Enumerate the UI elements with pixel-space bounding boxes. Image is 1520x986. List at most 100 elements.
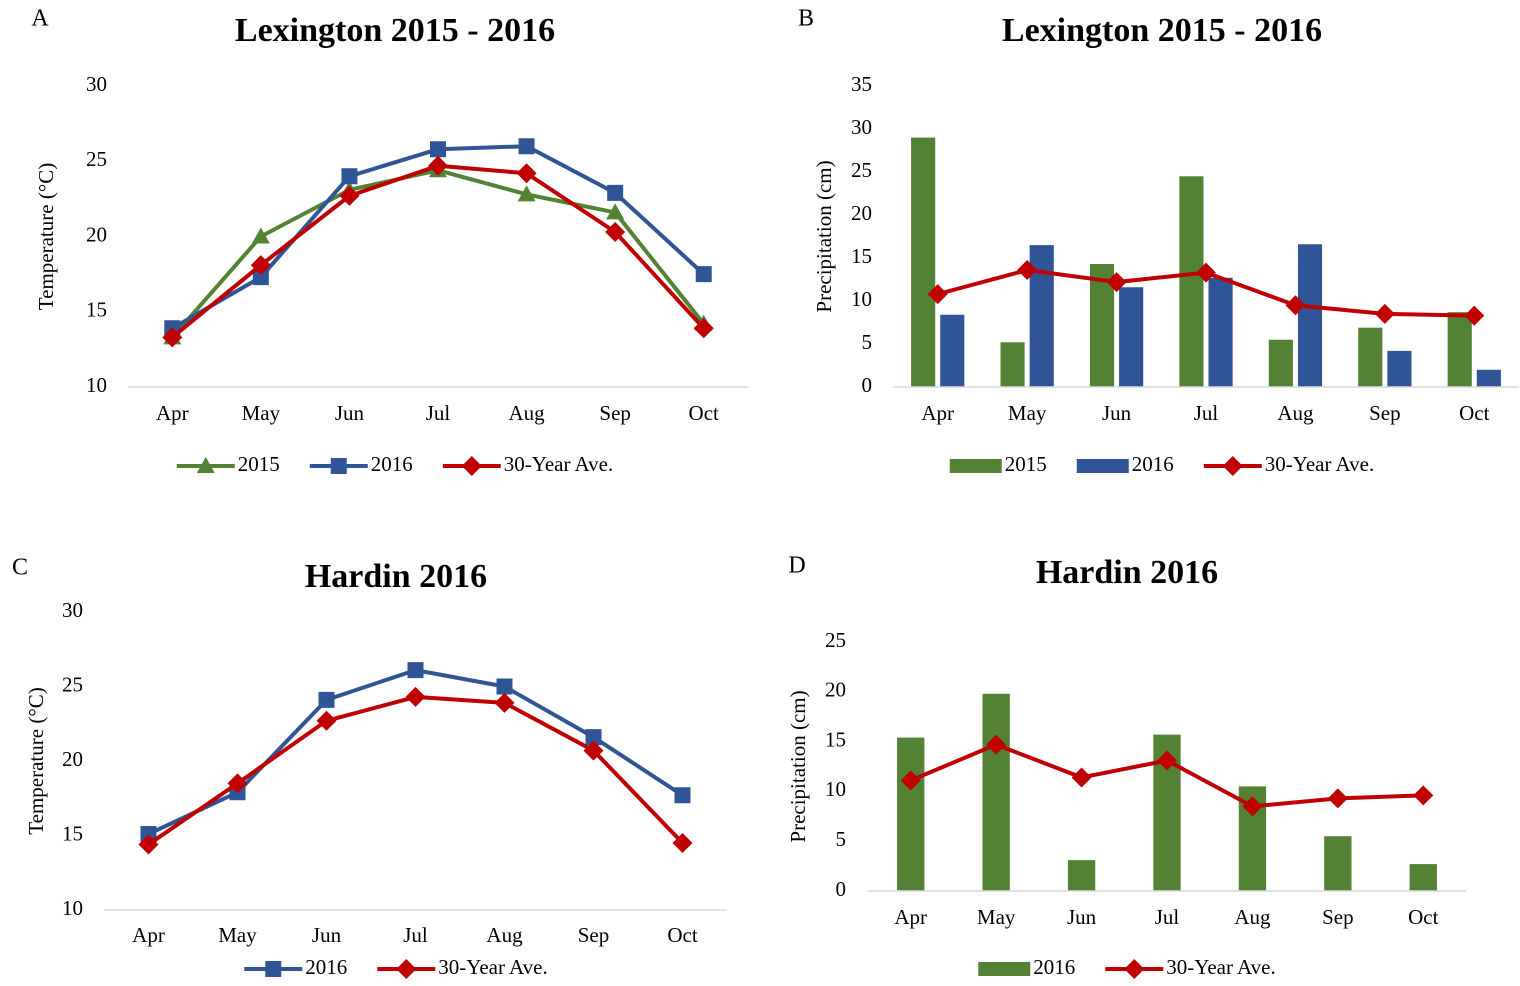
marker	[927, 284, 948, 305]
marker	[1157, 750, 1177, 771]
bar	[1067, 860, 1096, 891]
bar	[1409, 864, 1437, 891]
x-tick-label: Apr	[921, 401, 954, 425]
marker	[695, 266, 712, 283]
x-tick-label: Apr	[132, 923, 165, 947]
marker	[1017, 260, 1038, 281]
bar	[1179, 176, 1204, 387]
x-tick-label: Aug	[508, 401, 545, 425]
marker	[606, 203, 625, 220]
marker	[405, 686, 426, 707]
marker	[1106, 272, 1127, 293]
legend-label: 2016	[371, 452, 413, 476]
y-tick-label: 5	[862, 330, 873, 354]
legend: 2015 2016 30-Year Ave.	[949, 452, 1374, 476]
y-tick-label: 15	[825, 727, 846, 751]
marker	[674, 787, 691, 804]
marker	[196, 457, 215, 473]
y-axis-label: Precipitation (cm)	[812, 160, 836, 312]
bar	[897, 737, 925, 891]
x-tick-label: Aug	[486, 923, 523, 947]
x-tick-label: Jun	[1102, 401, 1132, 425]
panel-label: A	[31, 6, 49, 32]
marker	[1464, 305, 1485, 326]
bar	[1476, 369, 1501, 387]
y-tick-label: 20	[825, 678, 846, 702]
marker	[251, 227, 270, 244]
y-tick-label: 10	[851, 287, 872, 311]
x-tick-label: Sep	[1322, 905, 1354, 929]
legend-item: 30-Year Ave.	[442, 452, 613, 476]
x-tick-label: Jul	[426, 401, 451, 425]
marker	[607, 184, 624, 201]
line	[147, 694, 684, 847]
line	[170, 168, 706, 339]
x-tick-label: May	[218, 923, 257, 947]
x-tick-label: Sep	[599, 401, 631, 425]
legend-label: 2016	[1033, 955, 1075, 979]
y-tick-label: 0	[836, 877, 847, 901]
marker	[396, 959, 417, 979]
y-tick-label: 5	[836, 827, 847, 851]
legend-item: 2016	[1076, 452, 1174, 476]
marker	[252, 269, 269, 286]
marker	[583, 740, 604, 761]
y-axis-label: Temperature (°C)	[24, 687, 48, 834]
y-tick-label: 20	[62, 747, 83, 771]
y-tick-label: 15	[851, 244, 872, 268]
marker	[265, 961, 282, 977]
legend-swatch	[949, 459, 1002, 473]
marker	[1374, 303, 1395, 324]
marker	[339, 185, 360, 206]
marker	[1124, 959, 1145, 979]
marker	[140, 826, 157, 843]
y-tick-label: 30	[851, 115, 872, 139]
y-tick-label: 30	[62, 598, 83, 622]
marker	[605, 221, 626, 242]
chart-title: Lexington 2015 - 2016	[1002, 12, 1322, 49]
legend: 2016 30-Year Ave.	[244, 955, 548, 979]
marker	[516, 163, 537, 184]
x-tick-label: Jun	[312, 923, 342, 947]
legend-swatch	[978, 962, 1031, 976]
bar	[1358, 327, 1383, 387]
marker	[316, 710, 337, 731]
y-tick-label: 25	[825, 628, 846, 652]
y-tick-label: 25	[62, 672, 83, 696]
legend-label: 30-Year Ave.	[438, 955, 547, 979]
x-tick-label: Jul	[403, 923, 428, 947]
marker	[407, 662, 424, 679]
bar	[1268, 339, 1293, 387]
bar	[1119, 287, 1144, 387]
x-tick-label: Apr	[894, 905, 927, 929]
marker	[1242, 796, 1263, 817]
y-tick-label: 30	[86, 72, 107, 96]
legend-label: 2015	[238, 452, 280, 476]
x-tick-label: Oct	[1408, 905, 1438, 929]
y-tick-label: 20	[86, 222, 107, 246]
y-tick-label: 10	[86, 373, 107, 397]
marker	[900, 770, 921, 791]
legend-label: 30-Year Ave.	[1265, 452, 1374, 476]
y-tick-label: 25	[86, 147, 107, 171]
x-tick-label: Aug	[1234, 905, 1271, 929]
bar	[1387, 350, 1412, 387]
bar	[940, 314, 965, 387]
marker	[330, 458, 347, 474]
marker	[672, 832, 693, 853]
y-axis-label: Temperature (°C)	[34, 163, 58, 310]
y-tick-label: 15	[62, 821, 83, 845]
x-tick-label: May	[242, 401, 281, 425]
marker	[1327, 788, 1348, 809]
legend-item: 2015	[176, 452, 280, 476]
legend-label: 30-Year Ave.	[1166, 955, 1275, 979]
marker	[1285, 295, 1306, 316]
line	[171, 163, 706, 339]
x-tick-label: Aug	[1277, 401, 1314, 425]
x-tick-label: Jul	[1194, 401, 1219, 425]
x-tick-label: Sep	[578, 923, 610, 947]
legend-item: 2016	[978, 955, 1075, 979]
marker	[1413, 785, 1434, 806]
marker	[428, 155, 448, 176]
